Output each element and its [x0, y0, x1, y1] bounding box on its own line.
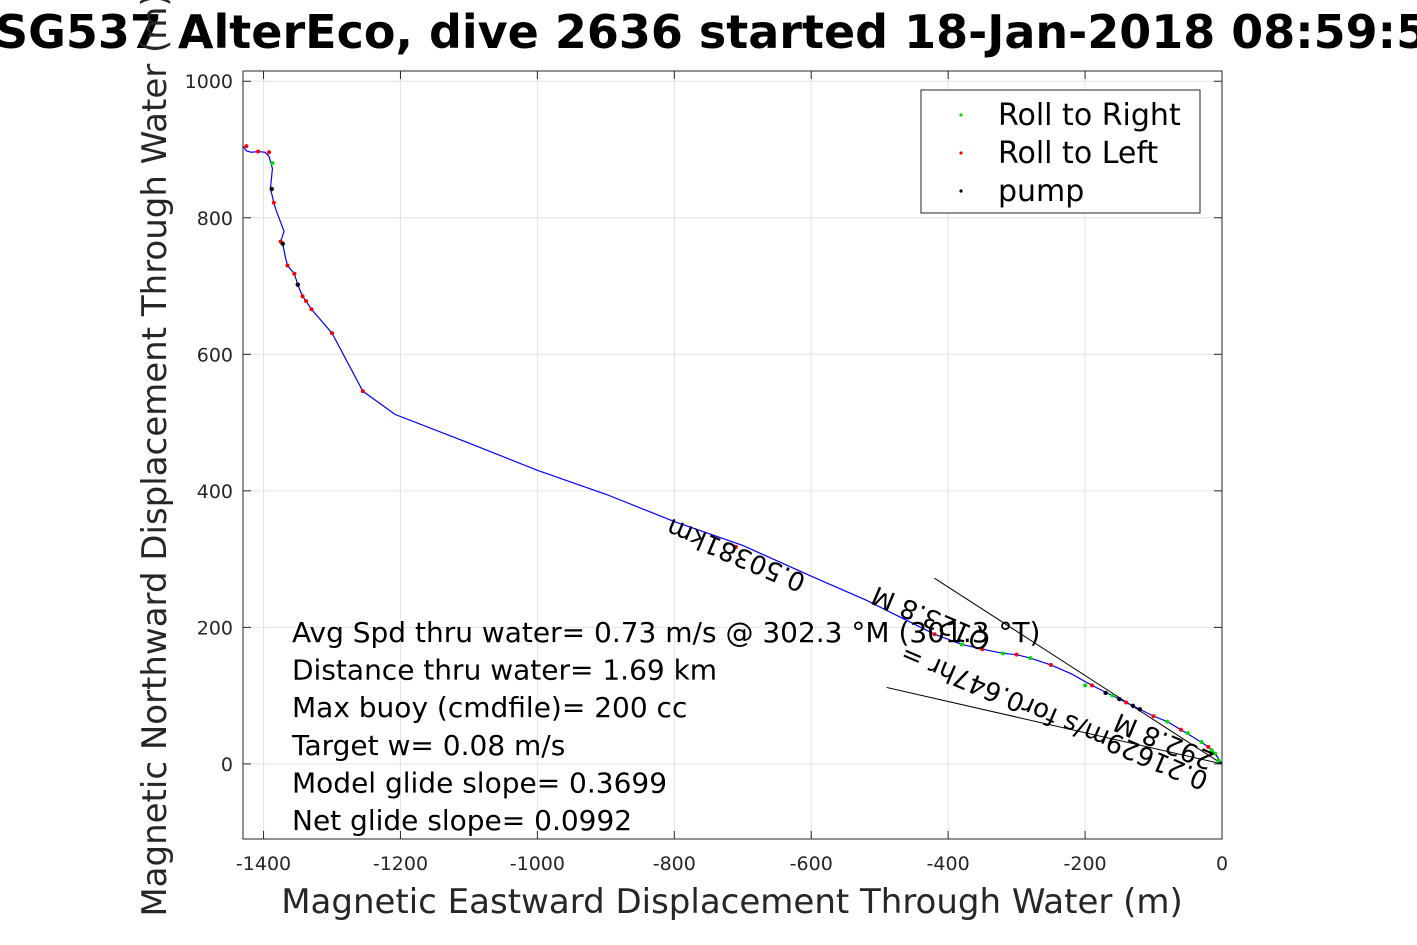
y-tick-label: 200 [197, 617, 233, 639]
roll-right-point [1028, 656, 1033, 661]
roll-right-point [1185, 731, 1190, 736]
roll-right-point [1199, 740, 1204, 745]
stat-line: Max buoy (cmdfile)= 200 cc [292, 691, 687, 724]
points-layer [244, 144, 1221, 763]
roll-left-point [330, 331, 334, 336]
roll-left-point [932, 632, 937, 637]
roll-left-point [1206, 744, 1211, 749]
roll-right-point [1165, 719, 1170, 724]
roll-left-point [980, 647, 985, 652]
roll-left-point [1124, 700, 1129, 705]
x-tick-label: -200 [1064, 853, 1107, 875]
legend-marker-roll-left [959, 151, 963, 155]
roll-right-point [1209, 748, 1214, 753]
roll-left-point [1048, 662, 1053, 667]
stat-line: Net glide slope= 0.0992 [292, 804, 632, 837]
roll-left-point [1178, 727, 1183, 732]
x-tick-label: -800 [653, 853, 696, 875]
roll-left-point [256, 149, 261, 154]
pump-point [280, 241, 285, 246]
plot-frame [242, 70, 1223, 840]
axis-ticks: -1400 -1200 -1000 -800 -600 -400 -200 0 0 200 400 6… [185, 71, 1228, 875]
pump-point [1137, 707, 1143, 712]
roll-left-point [1089, 683, 1094, 688]
x-tick-label: 0 [1216, 853, 1228, 875]
reference-line [934, 577, 1223, 765]
legend-label-pump: pump [998, 174, 1084, 209]
legend: Roll to Right Roll to Left pump [920, 89, 1201, 214]
y-tick-label: 800 [197, 208, 233, 230]
y-tick-label: 0 [221, 754, 233, 776]
roll-left-point [271, 200, 276, 205]
roll-right-point [1083, 683, 1088, 688]
stat-line: Target w= 0.08 m/s [291, 729, 565, 762]
roll-right-point [1213, 751, 1218, 756]
stat-line: Distance thru water= 1.69 km [292, 654, 717, 687]
roll-left-point [1014, 652, 1019, 657]
y-tick-label: 600 [197, 344, 233, 366]
x-axis-label: Magnetic Eastward Displacement Through W… [281, 882, 1183, 922]
pump-point [269, 186, 274, 192]
x-tick-label: -600 [790, 853, 833, 875]
pump-point [1103, 690, 1108, 696]
roll-left-point [285, 263, 290, 268]
legend-box [920, 89, 1201, 214]
x-tick-label: -400 [927, 853, 970, 875]
chart-title: SG537 AlterEco, dive 2636 started 18-Jan… [0, 5, 1417, 59]
stat-line: Avg Spd thru water= 0.73 m/s @ 302.3 °M … [292, 616, 1040, 649]
roll-right-point [1110, 693, 1115, 698]
x-tick-label: -1200 [373, 853, 428, 875]
x-tick-label: -1400 [236, 853, 291, 875]
roll-left-point [300, 294, 305, 299]
roll-right-point [1000, 651, 1005, 656]
track-line [242, 145, 1223, 765]
stats-block: Avg Spd thru water= 0.73 m/s @ 302.3 °M … [291, 616, 1040, 837]
y-axis-label: Magnetic Northward Displacement Through … [135, 0, 175, 917]
roll-left-point [244, 144, 249, 149]
y-tick-label: 1000 [185, 71, 233, 93]
legend-label-roll-left: Roll to Left [998, 136, 1158, 171]
roll-left-point [267, 150, 272, 155]
roll-left-point [309, 307, 314, 312]
reference-lines [886, 577, 1223, 765]
roll-right-point [1216, 758, 1221, 763]
pump-point [1117, 696, 1122, 702]
pump-point [1130, 703, 1136, 709]
roll-left-point [292, 271, 297, 276]
legend-marker-pump [959, 189, 963, 193]
roll-left-point [303, 299, 308, 304]
stat-line: Model glide slope= 0.3699 [292, 766, 667, 799]
roll-left-point [733, 544, 738, 549]
series-layer [242, 145, 1223, 765]
roll-right-point [270, 161, 275, 166]
legend-marker-roll-right [959, 113, 963, 117]
roll-left-point [360, 389, 365, 394]
y-tick-label: 400 [197, 481, 233, 503]
pump-point [295, 282, 300, 287]
x-tick-label: -1000 [510, 853, 565, 875]
reference-line [886, 686, 1223, 765]
roll-left-point [1151, 714, 1156, 719]
legend-label-roll-right: Roll to Right [998, 98, 1181, 133]
roll-right-point [959, 642, 964, 647]
